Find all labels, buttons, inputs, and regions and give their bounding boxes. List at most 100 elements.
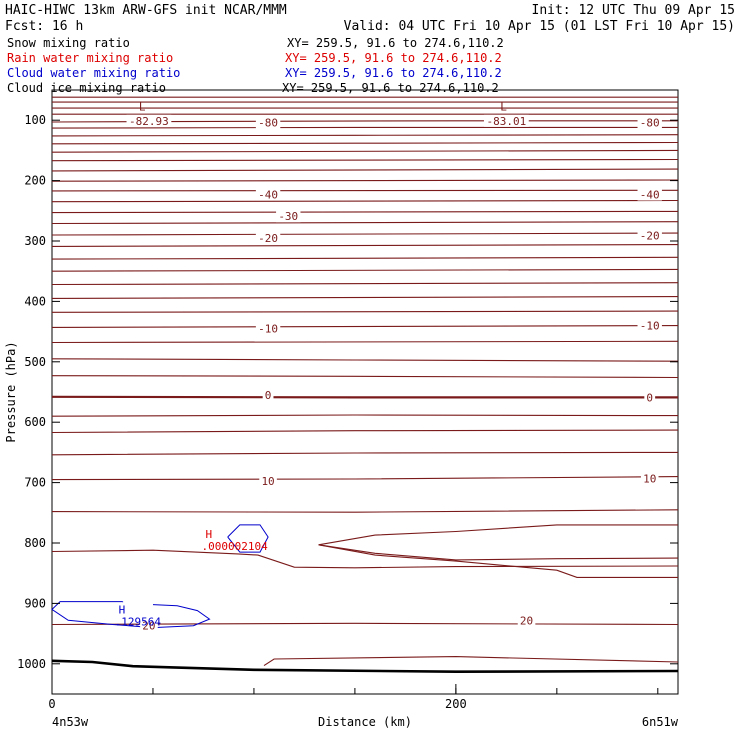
contour-label-1: -80: [258, 117, 278, 130]
rain-contours: [227, 524, 269, 553]
isotherm-line-22: [51, 310, 679, 313]
contour-label-bg-0: [126, 114, 172, 127]
x-end-label: 6n51w: [642, 715, 679, 729]
contour-label-5: -40: [640, 188, 660, 201]
isotherm-line-28: [51, 414, 679, 417]
contour-label-3: -80: [640, 117, 660, 130]
contour-label-12: 0: [646, 391, 653, 404]
extremum-mark-2: H: [205, 528, 212, 541]
isotherm-line-17: [51, 244, 679, 247]
isotherm-line-27: [51, 395, 678, 399]
isotherm-line-29: [51, 429, 679, 434]
legend-xy-rain: XY= 259.5, 91.6 to 274.6,110.2: [285, 51, 502, 65]
isotherm-line-13: [51, 199, 679, 203]
y-tick-label-3: 400: [24, 294, 46, 308]
isotherm-line-6: [51, 134, 679, 137]
y-tick-label-1: 200: [24, 174, 46, 188]
contour-label-bg-7: [255, 231, 281, 244]
contour-label-bg-2: [483, 114, 529, 127]
contour-label-bg-12: [644, 391, 656, 404]
legend-label-snow: Snow mixing ratio: [7, 36, 130, 50]
contour-label-bg-11: [262, 389, 274, 402]
isotherm-line-23: [51, 325, 679, 328]
isotherm-line-38: [263, 656, 679, 667]
y-tick-label-7: 800: [24, 536, 46, 550]
isotherm-line-9: [51, 158, 679, 162]
contour-label-bg-4: [255, 188, 281, 201]
y-tick-label-2: 300: [24, 234, 46, 248]
y-tick-label-5: 600: [24, 415, 46, 429]
isotherm-line-36: [318, 544, 678, 578]
contour-label-6: -30: [278, 210, 298, 223]
legend-label-rain: Rain water mixing ratio: [7, 51, 173, 65]
extremum-value-3: .129564: [115, 616, 162, 629]
contour-label-8: -20: [640, 230, 660, 243]
isotherm-line-26: [51, 375, 679, 379]
isotherm-line-35: [318, 544, 679, 561]
extremum-mark-3: H: [119, 604, 126, 617]
contour-label-15: 20: [142, 620, 155, 633]
y-tick-label-6: 700: [24, 476, 46, 490]
isotherm-line-34: [318, 524, 678, 546]
legend-xy-snow: XY= 259.5, 91.6 to 274.6,110.2: [287, 36, 504, 50]
contour-label-7: -20: [258, 232, 278, 245]
y-tick-label-0: 100: [24, 113, 46, 127]
isotherm-line-19: [51, 268, 679, 272]
x-tick-label-1: 200: [445, 697, 467, 711]
isotherm-line-20: [51, 282, 679, 286]
isotherm-contours: [51, 96, 679, 667]
terrain: [51, 659, 679, 674]
contour-label-bg-8: [637, 229, 662, 242]
header-init: Init: 12 UTC Thu 09 Apr 15: [532, 3, 736, 18]
header-valid: Valid: 04 UTC Fri 10 Apr 15 (01 LST Fri …: [344, 19, 735, 34]
isotherm-line-15: [51, 221, 679, 225]
header-title: HAIC-HIWC 13km ARW-GFS init NCAR/MMM: [5, 3, 287, 18]
isotherm-line-7: [51, 141, 679, 145]
contour-label-bg-10: [637, 319, 662, 332]
y-tick-label-4: 500: [24, 355, 46, 369]
isotherm-line-12: [51, 189, 679, 192]
y-tick-label-9: 1000: [17, 657, 46, 671]
isotherm-line-32: [51, 509, 679, 513]
contour-label-14: 10: [643, 472, 656, 485]
contour-label-bg-9: [255, 322, 281, 335]
isotherm-line-8: [51, 149, 679, 153]
isotherm-line-24: [51, 340, 679, 344]
plot-frame: [51, 89, 679, 695]
isotherm-line-18: [51, 256, 679, 260]
contour-label-bg-15: [140, 619, 158, 632]
legend-xy-cloud-water: XY= 259.5, 91.6 to 274.6,110.2: [285, 66, 502, 80]
isotherm-line-25: [51, 358, 679, 362]
terrain-line: [51, 659, 679, 674]
isotherm-line-31: [51, 476, 679, 481]
contour-label-bg-5: [637, 188, 662, 201]
contour-label-11: 0: [265, 389, 272, 402]
legend-label-cloud-ice: Cloud ice mixing ratio: [7, 81, 166, 95]
contour-label-4: -40: [258, 188, 278, 201]
contour-label-bg-13: [259, 474, 277, 487]
rain-contour-line: [227, 524, 269, 553]
isotherm-line-10: [51, 168, 679, 172]
contour-label-bg-14: [640, 472, 659, 485]
isotherm-line-16: [51, 232, 679, 236]
contour-label-0: -82.93: [129, 115, 169, 128]
isotherm-line-33: [51, 549, 679, 569]
header-fcst: Fcst: 16 h: [5, 19, 83, 34]
isotherm-line-21: [51, 296, 679, 299]
contour-label-bg-1: [255, 116, 281, 129]
contour-label-bg-3: [637, 116, 662, 129]
contour-label-2: -83.01: [486, 115, 526, 128]
extremum-value-2: .000002104: [201, 540, 268, 553]
y-axis-label: Pressure (hPa): [4, 341, 18, 442]
x-tick-label-0: 0: [48, 697, 55, 711]
x-start-label: 4n53w: [52, 715, 89, 729]
y-tick-label-8: 900: [24, 596, 46, 610]
isotherm-line-14: [51, 210, 679, 214]
contour-label-bg-6: [276, 210, 301, 223]
contour-label-13: 10: [261, 475, 274, 488]
extremum-mark-1: L: [500, 101, 507, 114]
extremum-mark-0: L: [139, 101, 146, 114]
